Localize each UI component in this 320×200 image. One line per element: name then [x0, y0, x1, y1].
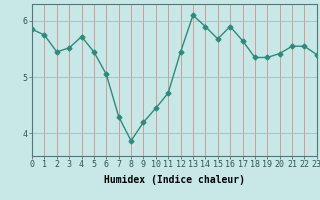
X-axis label: Humidex (Indice chaleur): Humidex (Indice chaleur) [104, 175, 245, 185]
